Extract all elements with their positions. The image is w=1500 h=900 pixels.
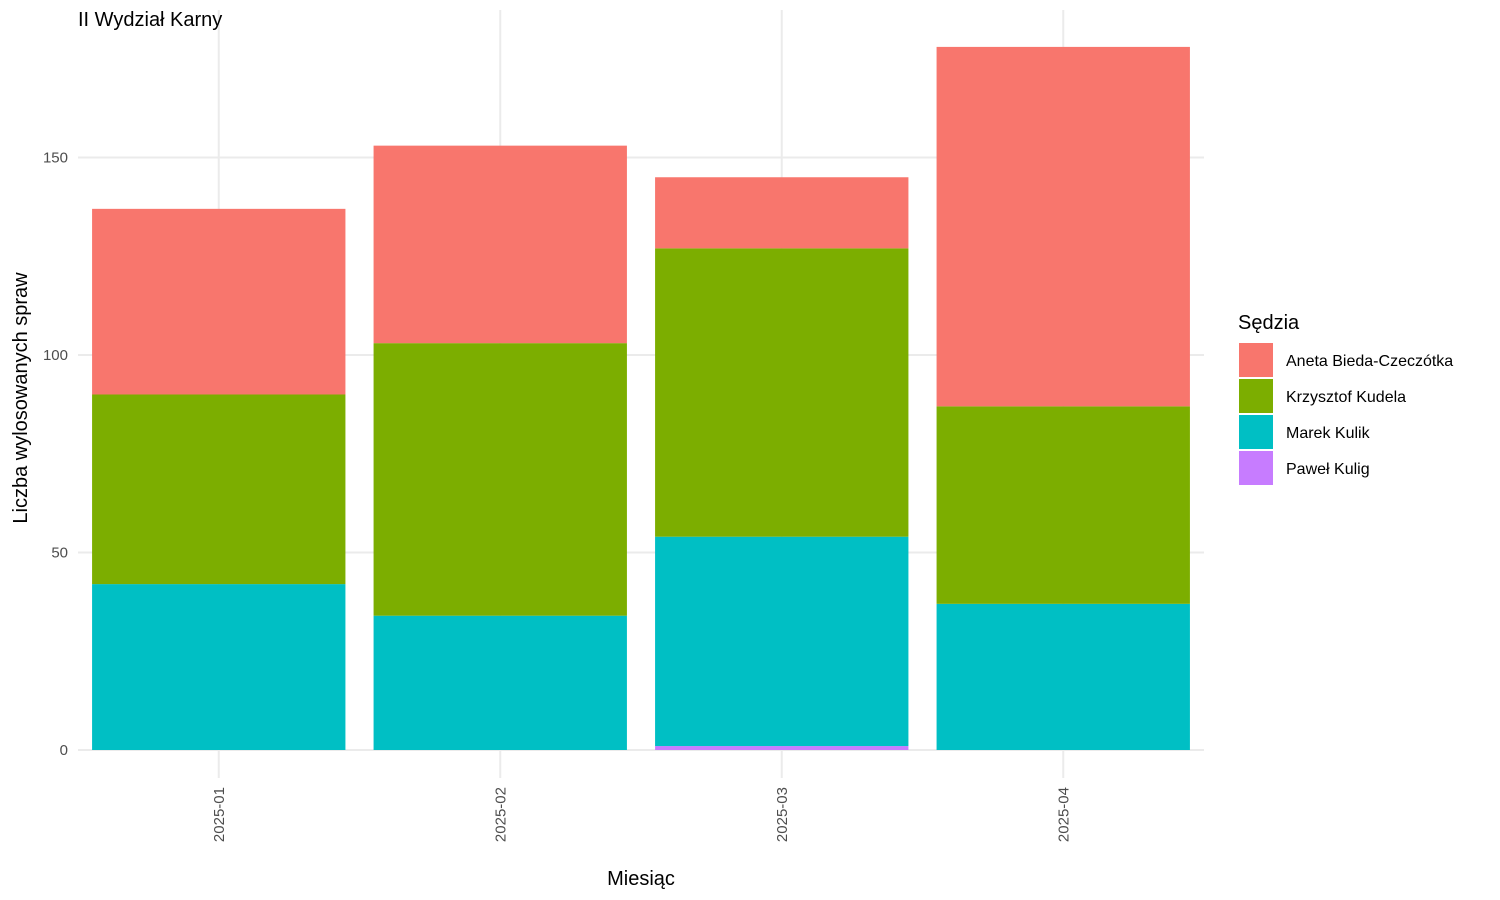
bar-segment xyxy=(936,603,1190,750)
y-tick-label: 0 xyxy=(60,742,68,759)
legend-label: Krzysztof Kudela xyxy=(1286,389,1406,406)
bar-segment xyxy=(936,406,1190,604)
legend-key xyxy=(1239,415,1273,449)
legend-title: Sędzia xyxy=(1238,312,1300,334)
bars xyxy=(92,46,1190,750)
legend-key xyxy=(1239,379,1273,413)
x-tick-label: 2025-01 xyxy=(211,787,228,842)
legend-key xyxy=(1239,343,1273,377)
bar-segment xyxy=(936,46,1190,407)
legend: Sędzia Aneta Bieda-Czeczótka Krzysztof Ku… xyxy=(1238,312,1453,485)
x-tick-label: 2025-04 xyxy=(1055,787,1072,842)
x-axis-ticks: 2025-01 2025-02 2025-03 2025-04 xyxy=(211,787,1073,842)
bar-segment xyxy=(373,145,627,344)
bar-segment xyxy=(655,248,909,537)
x-tick-label: 2025-02 xyxy=(492,787,509,842)
bar-segment xyxy=(92,394,346,585)
bar-segment xyxy=(373,343,627,616)
y-axis-title: Liczba wylosowanych spraw xyxy=(10,272,32,524)
y-tick-label: 50 xyxy=(51,545,68,562)
chart-title: II Wydział Karny xyxy=(78,9,222,31)
bar-segment xyxy=(655,177,909,249)
y-axis-ticks: 0 50 100 150 xyxy=(43,150,68,760)
x-tick-label: 2025-03 xyxy=(774,787,791,842)
legend-key xyxy=(1239,451,1273,485)
bar-segment xyxy=(373,615,627,750)
bar-segment xyxy=(92,208,346,395)
legend-label: Marek Kulik xyxy=(1286,425,1371,442)
y-tick-label: 150 xyxy=(43,150,68,167)
legend-label: Aneta Bieda-Czeczótka xyxy=(1286,353,1453,370)
legend-label: Paweł Kulig xyxy=(1286,461,1370,478)
legend-items: Aneta Bieda-Czeczótka Krzysztof Kudela Mar… xyxy=(1239,343,1453,485)
bar-segment xyxy=(655,536,909,747)
x-axis-title: Miesiąc xyxy=(607,868,675,890)
y-tick-label: 100 xyxy=(43,347,68,364)
bar-segment xyxy=(655,746,909,750)
bar-segment xyxy=(92,584,346,750)
